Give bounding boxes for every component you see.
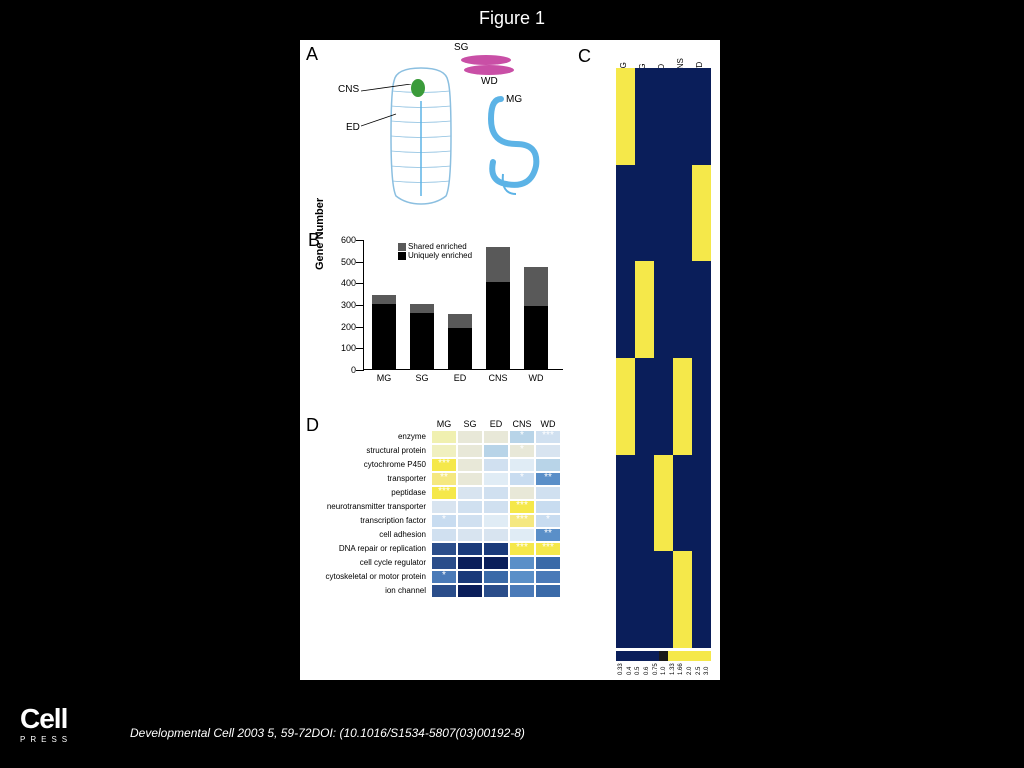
panel-a-label: A (306, 44, 318, 65)
panel-c-label: C (578, 46, 591, 67)
a-leaders (361, 84, 421, 134)
legend-shared: Shared enriched (408, 242, 467, 251)
logo-cell: Cell (20, 703, 72, 735)
panel-a: A SG WD CNS ED MG (306, 44, 556, 214)
logo-press: PRESS (20, 735, 72, 744)
figure-title: Figure 1 (0, 0, 1024, 29)
a-mg-label: MG (506, 94, 522, 105)
a-sg-label: SG (454, 42, 468, 53)
citation-text: Developmental Cell 2003 5, 59-72DOI: (10… (130, 726, 525, 740)
y-axis-title: Gene Number (314, 198, 326, 270)
legend-unique: Uniquely enriched (408, 251, 472, 260)
a-wd-label: WD (481, 76, 498, 87)
heatmap (616, 68, 711, 648)
panel-b: B Gene Number 0100200300400500600MGSGEDC… (308, 230, 568, 400)
mg-icon (481, 94, 551, 204)
figure-composite: A SG WD CNS ED MG (300, 40, 720, 680)
bar-legend: Shared enriched Uniquely enriched (398, 242, 472, 260)
heatmap-scale: 0.330.40.50.60.751.01.331.662.02.53.0 (616, 651, 711, 661)
panel-d: D MGSGEDCNSWD enzymestructural proteincy… (306, 415, 566, 670)
a-cns-label: CNS (338, 84, 359, 95)
panel-c: C MGSGEDCNSWD 0.330.40.50.60.751.01.331.… (578, 46, 713, 671)
a-ed-label: ED (346, 122, 360, 133)
cell-press-logo: Cell PRESS (20, 703, 72, 744)
